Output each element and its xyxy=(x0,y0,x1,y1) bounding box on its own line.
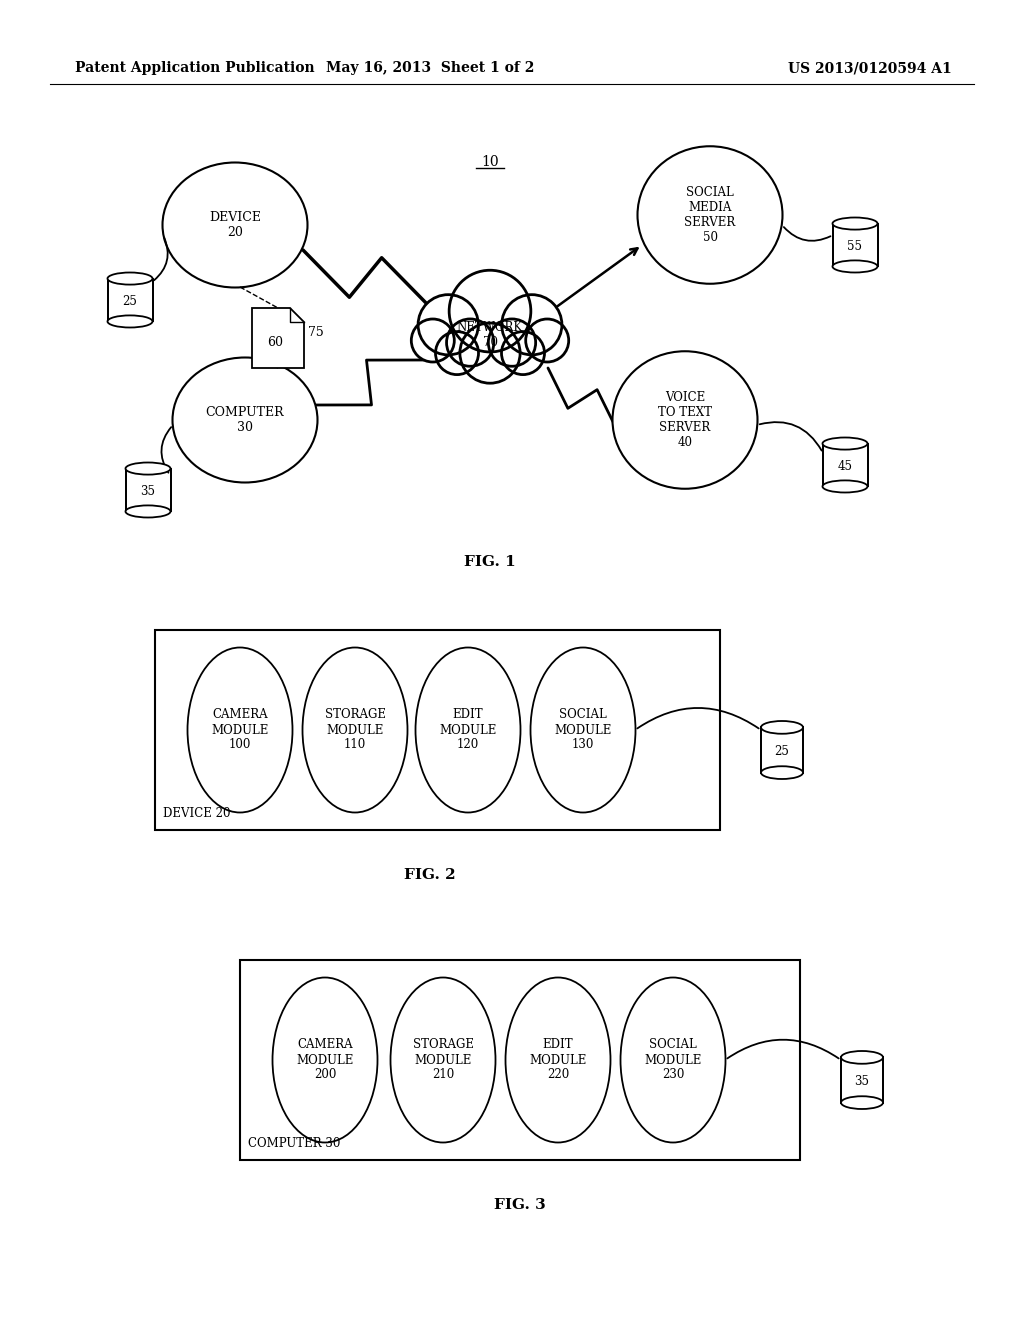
Text: 35: 35 xyxy=(854,1074,869,1088)
Ellipse shape xyxy=(761,766,803,779)
Polygon shape xyxy=(761,727,803,772)
Text: SOCIAL
MODULE
230: SOCIAL MODULE 230 xyxy=(644,1039,701,1081)
Circle shape xyxy=(446,319,494,366)
Ellipse shape xyxy=(108,272,153,285)
Text: EDIT
MODULE
220: EDIT MODULE 220 xyxy=(529,1039,587,1081)
Ellipse shape xyxy=(302,648,408,813)
Ellipse shape xyxy=(612,351,758,488)
Ellipse shape xyxy=(172,358,317,483)
Text: CAMERA
MODULE
200: CAMERA MODULE 200 xyxy=(296,1039,353,1081)
Text: Patent Application Publication: Patent Application Publication xyxy=(75,61,314,75)
Text: NETWORK
70: NETWORK 70 xyxy=(457,321,523,348)
Text: 25: 25 xyxy=(123,294,137,308)
Text: May 16, 2013  Sheet 1 of 2: May 16, 2013 Sheet 1 of 2 xyxy=(326,61,535,75)
Ellipse shape xyxy=(187,648,293,813)
Polygon shape xyxy=(108,279,153,322)
Text: FIG. 1: FIG. 1 xyxy=(464,554,516,569)
Polygon shape xyxy=(240,960,800,1160)
Text: VOICE
TO TEXT
SERVER
40: VOICE TO TEXT SERVER 40 xyxy=(658,391,712,449)
Ellipse shape xyxy=(822,480,867,492)
Ellipse shape xyxy=(841,1051,883,1064)
Ellipse shape xyxy=(833,260,878,272)
Text: COMPUTER
30: COMPUTER 30 xyxy=(206,407,285,434)
Text: 45: 45 xyxy=(838,459,853,473)
Polygon shape xyxy=(252,308,304,368)
Ellipse shape xyxy=(390,978,496,1143)
Text: CAMERA
MODULE
100: CAMERA MODULE 100 xyxy=(211,709,268,751)
Text: DEVICE
20: DEVICE 20 xyxy=(209,211,261,239)
Circle shape xyxy=(488,319,536,366)
Text: STORAGE
MODULE
210: STORAGE MODULE 210 xyxy=(413,1039,473,1081)
Text: SOCIAL
MODULE
130: SOCIAL MODULE 130 xyxy=(554,709,611,751)
Circle shape xyxy=(412,319,455,362)
Circle shape xyxy=(502,331,545,375)
Polygon shape xyxy=(155,630,720,830)
Text: 75: 75 xyxy=(308,326,324,339)
Ellipse shape xyxy=(638,147,782,284)
Ellipse shape xyxy=(833,218,878,230)
Circle shape xyxy=(435,331,478,375)
Circle shape xyxy=(450,271,530,352)
Text: DEVICE 20: DEVICE 20 xyxy=(163,807,230,820)
Polygon shape xyxy=(822,444,867,487)
Circle shape xyxy=(460,323,520,383)
Circle shape xyxy=(418,294,478,355)
Text: US 2013/0120594 A1: US 2013/0120594 A1 xyxy=(788,61,952,75)
Text: EDIT
MODULE
120: EDIT MODULE 120 xyxy=(439,709,497,751)
Text: 25: 25 xyxy=(774,744,790,758)
Polygon shape xyxy=(126,469,171,511)
Ellipse shape xyxy=(416,648,520,813)
Polygon shape xyxy=(841,1057,883,1102)
Ellipse shape xyxy=(841,1096,883,1109)
Text: 10: 10 xyxy=(481,154,499,169)
Text: COMPUTER 30: COMPUTER 30 xyxy=(248,1137,340,1150)
Circle shape xyxy=(525,319,568,362)
Text: 55: 55 xyxy=(848,240,862,252)
Polygon shape xyxy=(833,223,878,267)
Ellipse shape xyxy=(163,162,307,288)
Text: FIG. 2: FIG. 2 xyxy=(404,869,456,882)
Ellipse shape xyxy=(126,462,171,475)
Ellipse shape xyxy=(126,506,171,517)
Text: STORAGE
MODULE
110: STORAGE MODULE 110 xyxy=(325,709,385,751)
Ellipse shape xyxy=(621,978,725,1143)
Ellipse shape xyxy=(530,648,636,813)
Ellipse shape xyxy=(272,978,378,1143)
Ellipse shape xyxy=(506,978,610,1143)
Text: SOCIAL
MEDIA
SERVER
50: SOCIAL MEDIA SERVER 50 xyxy=(684,186,735,244)
Text: 35: 35 xyxy=(140,484,156,498)
Text: 60: 60 xyxy=(267,335,283,348)
Ellipse shape xyxy=(822,437,867,450)
Ellipse shape xyxy=(761,721,803,734)
Ellipse shape xyxy=(108,315,153,327)
Circle shape xyxy=(502,294,562,355)
Text: FIG. 3: FIG. 3 xyxy=(495,1199,546,1212)
